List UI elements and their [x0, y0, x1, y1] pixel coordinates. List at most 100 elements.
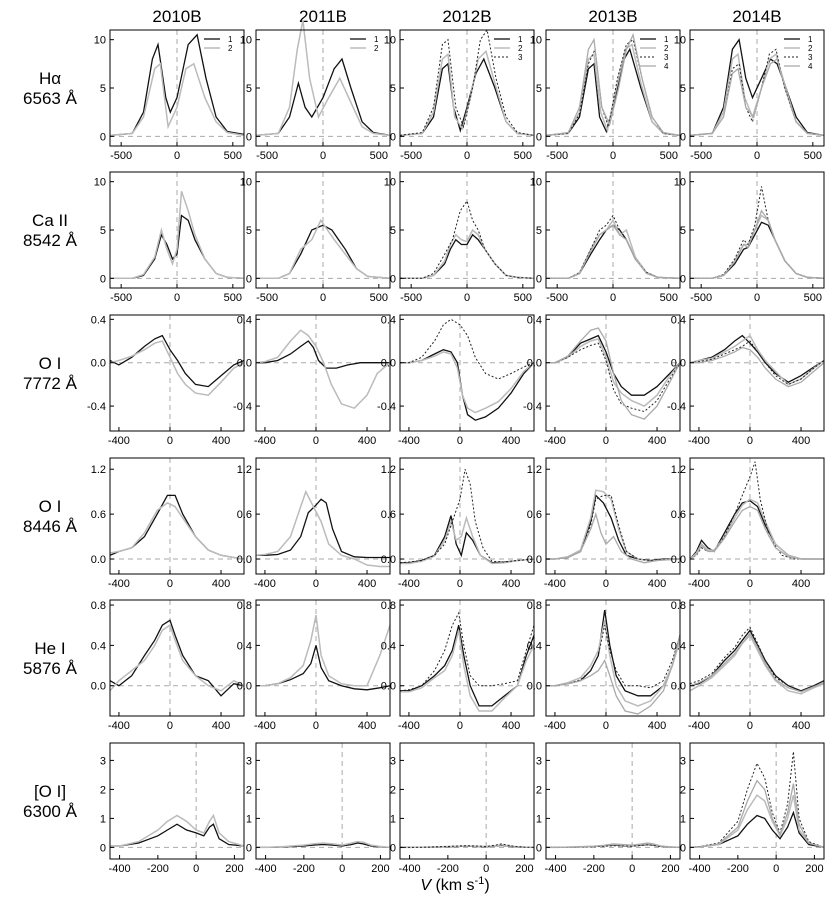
y-tick-label: 10: [240, 177, 252, 189]
panel-frame: [109, 314, 245, 432]
y-tick-label: 0.4: [91, 640, 106, 652]
y-tick-label: 2: [680, 784, 686, 796]
series-line-4: [545, 32, 681, 137]
y-tick-label: 0.6: [527, 509, 542, 521]
y-tick-label: -0.4: [523, 401, 542, 413]
y-tick-label: 0.4: [527, 640, 542, 652]
row-label-wavelength: 7772 Å: [23, 374, 78, 393]
y-tick-label: 1: [536, 813, 542, 825]
panel-frame: [689, 742, 825, 860]
x-tick-label: 200: [515, 863, 533, 875]
series-line-4: [546, 327, 681, 420]
series-line-4: [689, 505, 824, 560]
y-tick-label: 0: [390, 842, 396, 854]
y-tick-label: -0.4: [377, 401, 396, 413]
x-tick-label: 0: [464, 292, 470, 304]
x-tick-label: -400: [688, 578, 710, 590]
x-tick-label: 200: [371, 863, 389, 875]
series-line-4: [690, 209, 825, 279]
series-line-1: [256, 340, 390, 369]
x-tick-label: 400: [358, 435, 376, 447]
x-tick-label: -200: [727, 863, 749, 875]
y-tick-label: 0: [536, 273, 542, 285]
x-tick-label: -500: [110, 150, 132, 162]
series-line-3: [400, 199, 535, 279]
x-tick-label: 0: [483, 863, 489, 875]
x-tick-label: 0: [603, 578, 609, 590]
legend-label: 2: [808, 44, 813, 53]
y-tick-label: 0: [246, 131, 252, 143]
y-tick-label: 0.0: [381, 358, 396, 370]
panel-frame: [689, 314, 825, 432]
x-tick-label: -200: [437, 863, 459, 875]
y-tick-label: 5: [100, 83, 106, 95]
x-tick-label: -400: [398, 578, 420, 590]
y-tick-label: 1: [100, 813, 106, 825]
series-line-3: [399, 611, 535, 692]
series-line-2: [546, 620, 681, 707]
series-line-3: [399, 469, 535, 564]
x-tick-label: 0: [754, 150, 760, 162]
x-tick-label: -400: [254, 720, 276, 732]
series-line-4: [546, 635, 681, 715]
x-tick-label: 0: [193, 863, 199, 875]
panel-frame: [255, 457, 391, 575]
panel-frame: [399, 599, 535, 717]
x-tick-label: -400: [689, 863, 711, 875]
y-tick-label: 0.6: [381, 509, 396, 521]
x-tick-label: -400: [108, 578, 130, 590]
x-tick-label: 0: [320, 292, 326, 304]
column-title: 2013B: [588, 7, 637, 26]
row-label-wavelength: 6563 Å: [23, 89, 78, 108]
series-line-2: [400, 228, 535, 280]
x-tick-label: 500: [660, 150, 678, 162]
legend-label: 2: [374, 44, 379, 53]
x-tick-label: -400: [688, 435, 710, 447]
x-tick-label: 0: [603, 720, 609, 732]
y-tick-label: 0.8: [237, 600, 252, 612]
y-tick-label: 2: [536, 784, 542, 796]
x-tick-label: 0: [313, 435, 319, 447]
x-tick-label: -500: [546, 292, 568, 304]
x-axis-label: V (km s-1): [420, 875, 489, 894]
series-line-2: [109, 62, 245, 137]
x-tick-label: -500: [400, 150, 422, 162]
series-line-2: [689, 498, 824, 560]
x-tick-label: 0: [610, 150, 616, 162]
y-tick-label: 10: [384, 35, 396, 47]
y-tick-label: 1.2: [671, 464, 686, 476]
series-line-1: [689, 629, 825, 692]
series-line-1: [256, 224, 391, 279]
row-label-line: [O I]: [34, 782, 66, 801]
x-tick-label: 0: [747, 435, 753, 447]
series-line-2: [109, 502, 245, 560]
y-tick-label: 0.0: [381, 681, 396, 693]
x-tick-label: -500: [400, 292, 422, 304]
x-tick-label: -500: [110, 292, 132, 304]
column-title: 2012B: [442, 7, 491, 26]
y-tick-label: 0.0: [527, 681, 542, 693]
y-tick-label: 5: [100, 225, 106, 237]
x-tick-label: 0: [464, 150, 470, 162]
panel-frame: [689, 457, 825, 575]
row-label-line: Hα: [39, 69, 61, 88]
series-line-2: [546, 489, 681, 563]
x-tick-label: -400: [255, 863, 277, 875]
y-tick-label: 0.6: [91, 509, 106, 521]
panel-frame: [399, 457, 535, 575]
y-tick-label: 0.4: [527, 314, 542, 326]
y-tick-label: 0.0: [527, 554, 542, 566]
y-tick-label: 0.0: [671, 681, 686, 693]
x-tick-label: 400: [502, 720, 520, 732]
legend-label: 3: [518, 53, 523, 62]
y-tick-label: 2: [390, 784, 396, 796]
y-tick-label: 5: [246, 225, 252, 237]
y-tick-label: 0: [246, 273, 252, 285]
y-tick-label: 0.8: [381, 600, 396, 612]
x-tick-label: 0: [174, 150, 180, 162]
x-tick-label: 400: [358, 578, 376, 590]
x-tick-label: -400: [109, 863, 131, 875]
x-tick-label: 0: [754, 292, 760, 304]
x-tick-label: 400: [212, 720, 230, 732]
